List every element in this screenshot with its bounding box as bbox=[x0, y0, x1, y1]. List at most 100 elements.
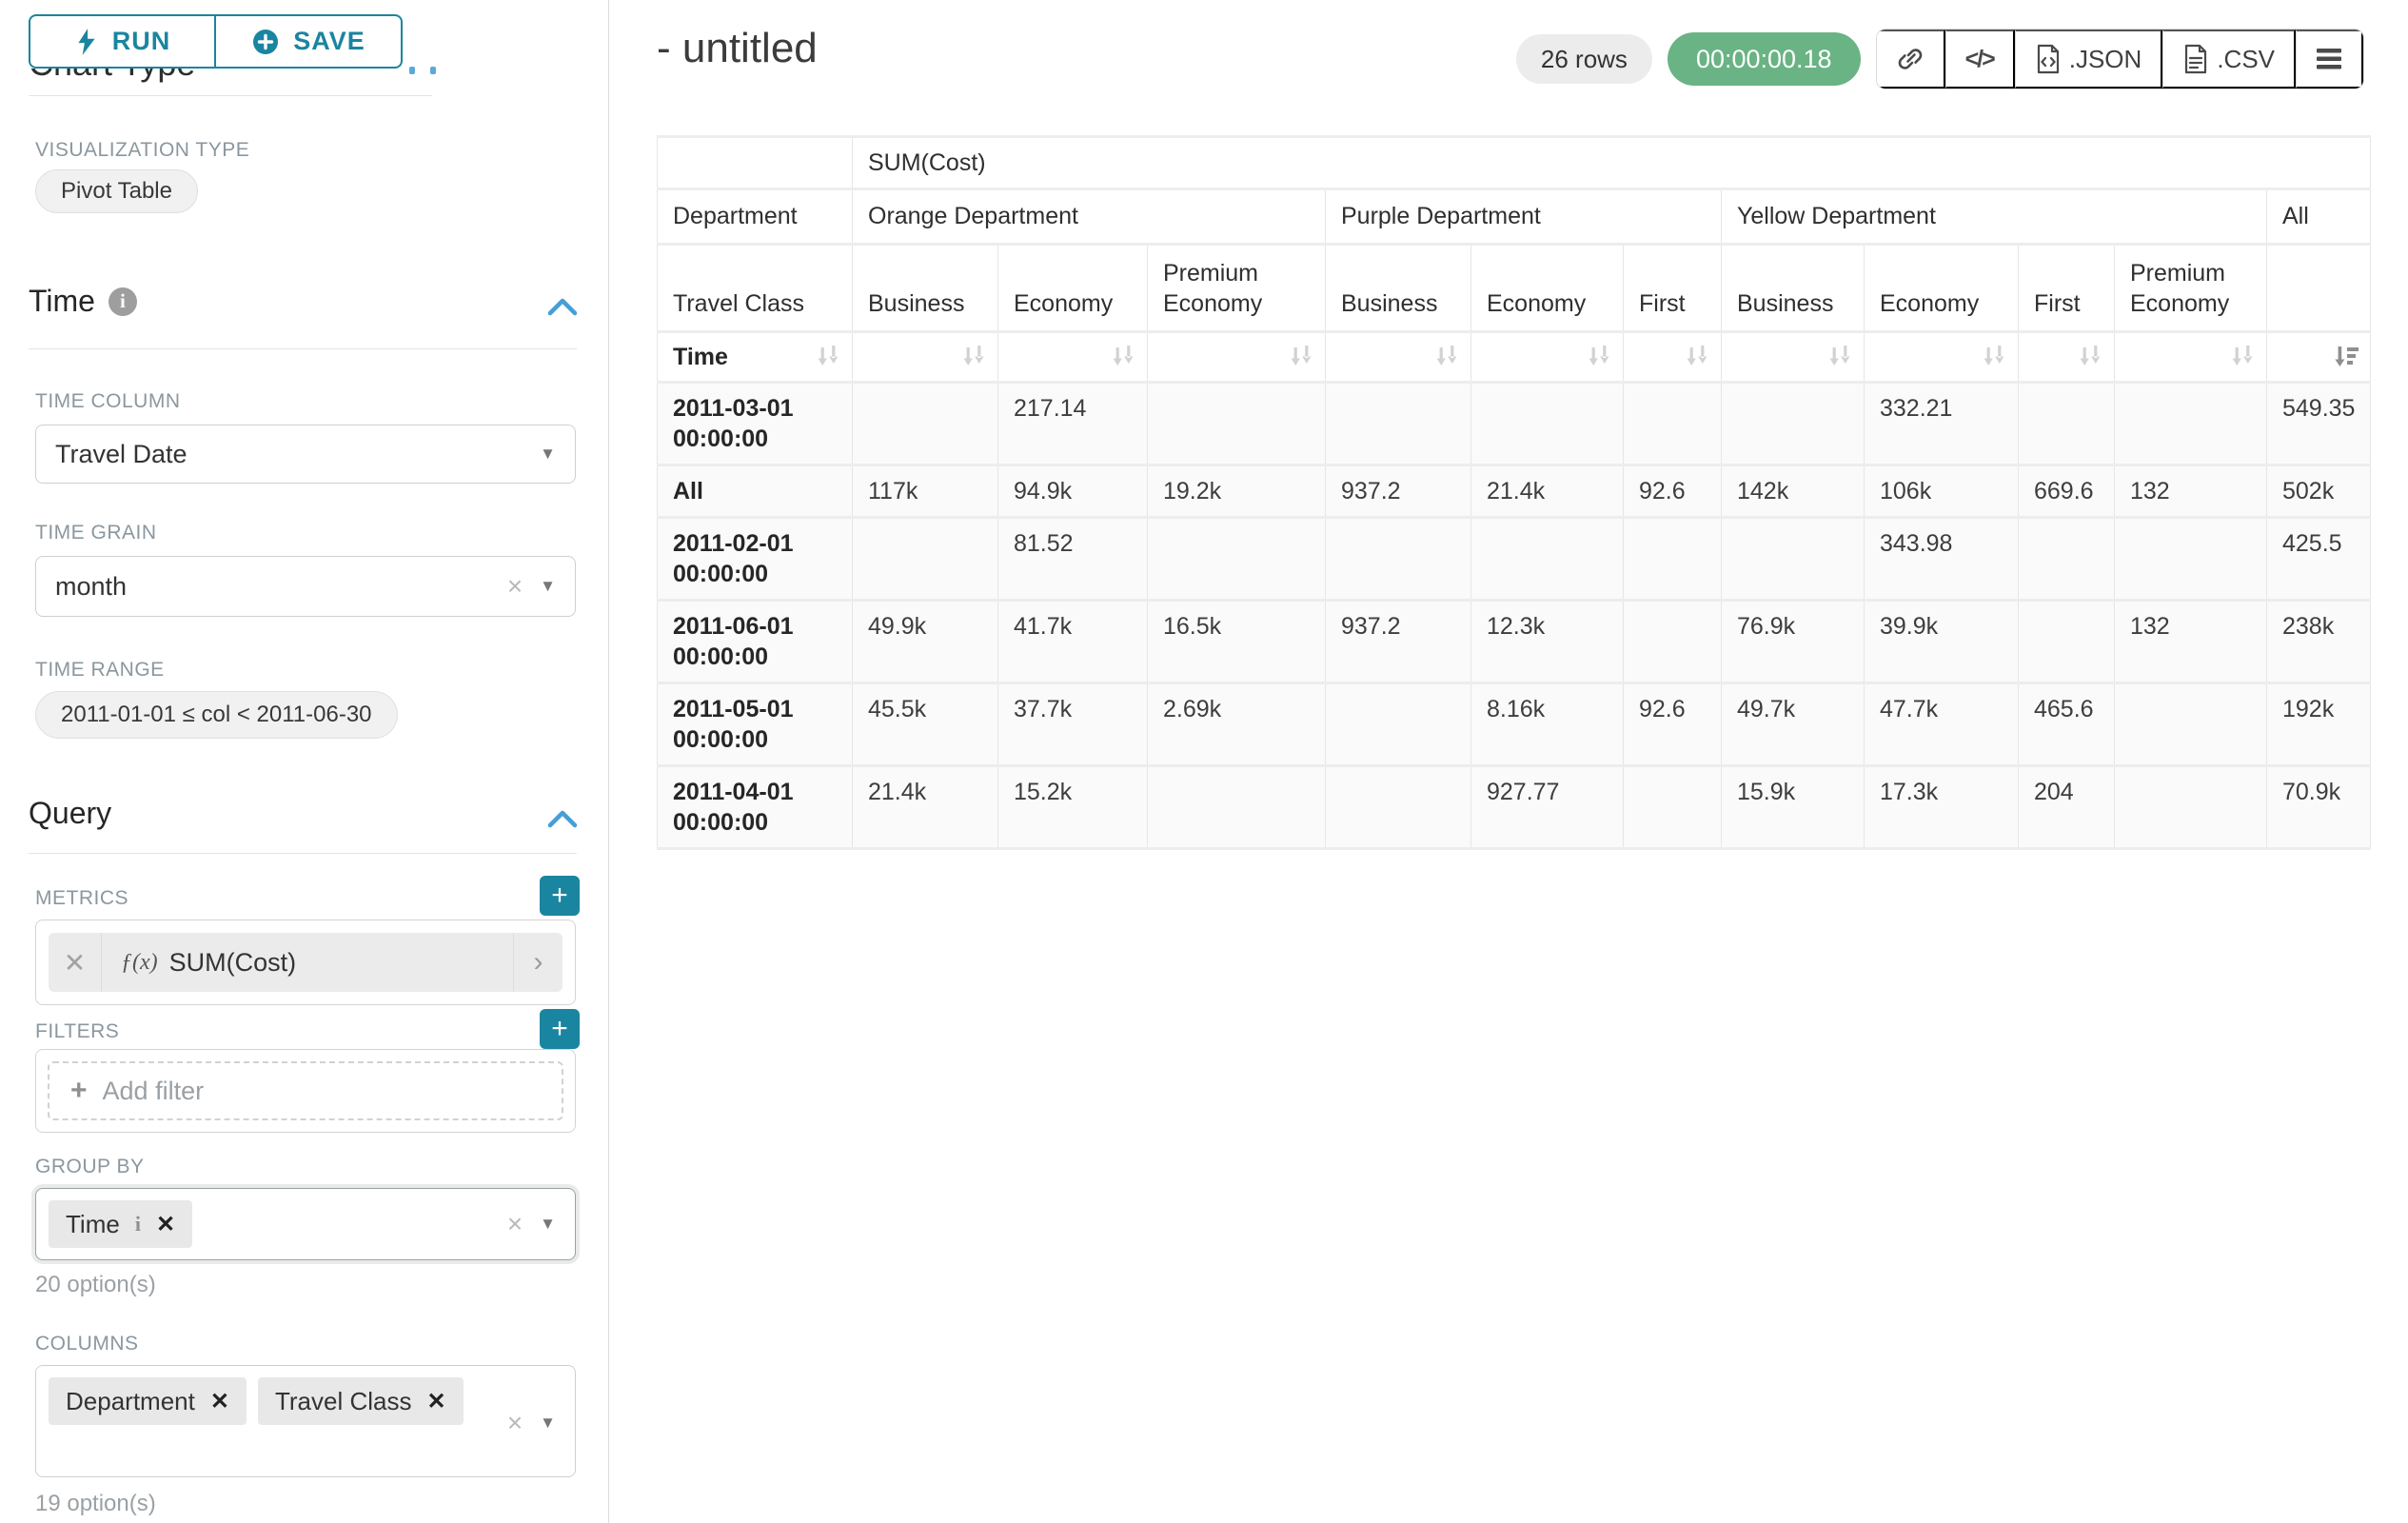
sort-icon[interactable] bbox=[1980, 343, 2008, 371]
sort-wrap bbox=[2282, 343, 2360, 371]
value-cell: 343.98 bbox=[1864, 516, 2019, 601]
chevron-up-icon[interactable] bbox=[547, 297, 578, 316]
value-cell bbox=[1325, 381, 1471, 465]
sort-icon[interactable] bbox=[2076, 343, 2104, 371]
chevron-up-icon[interactable] bbox=[409, 67, 415, 74]
column-sort-cell[interactable] bbox=[1864, 330, 2019, 383]
travel-class-header: Business bbox=[852, 243, 998, 332]
selected-option-tag[interactable]: Travel Class ✕ bbox=[257, 1377, 464, 1425]
export-json-button[interactable]: .JSON bbox=[2014, 30, 2163, 89]
value-cell: 16.5k bbox=[1147, 599, 1326, 683]
time-range-label: TIME RANGE bbox=[35, 659, 165, 681]
sort-icon[interactable] bbox=[1585, 343, 1613, 371]
column-sort-cell[interactable] bbox=[1721, 330, 1865, 383]
tag-label: Travel Class bbox=[274, 1386, 412, 1415]
add-metric-button[interactable]: + bbox=[540, 876, 580, 916]
columns-tag-row: Department ✕ Travel Class ✕ bbox=[49, 1377, 490, 1425]
time-range-pill[interactable]: 2011-01-01 ≤ col < 2011-06-30 bbox=[35, 691, 398, 739]
remove-tag-icon[interactable]: ✕ bbox=[426, 1388, 446, 1414]
sort-desc-icon[interactable] bbox=[2332, 343, 2360, 371]
column-sort-cell[interactable] bbox=[2265, 330, 2372, 383]
value-cell: 549.35 bbox=[2265, 381, 2372, 465]
visualization-type-label: VISUALIZATION TYPE bbox=[35, 139, 250, 161]
selected-option-tag[interactable]: Department ✕ bbox=[49, 1377, 247, 1425]
column-sort-cell[interactable] bbox=[1325, 330, 1471, 383]
add-filter-button[interactable]: + Add filter bbox=[48, 1061, 563, 1120]
value-cell bbox=[1147, 381, 1326, 465]
add-filter-plus-button[interactable]: + bbox=[540, 1009, 580, 1049]
column-sort-cell[interactable] bbox=[1470, 330, 1624, 383]
sort-icon[interactable] bbox=[2228, 343, 2257, 371]
view-query-button[interactable]: </> bbox=[1944, 30, 2015, 89]
save-button[interactable]: SAVE bbox=[214, 14, 403, 69]
visualization-type-pill[interactable]: Pivot Table bbox=[35, 169, 198, 213]
metrics-box: ✕ ƒ(x) SUM(Cost) › bbox=[35, 920, 576, 1005]
divider bbox=[29, 348, 577, 349]
column-sort-cell[interactable] bbox=[997, 330, 1148, 383]
column-sort-cell[interactable] bbox=[1623, 330, 1722, 383]
sort-icon[interactable] bbox=[1683, 343, 1711, 371]
time-grain-select[interactable]: month × ▼ bbox=[35, 556, 576, 617]
sort-icon[interactable] bbox=[1109, 343, 1137, 371]
value-cell: 94.9k bbox=[997, 464, 1148, 518]
column-sort-cell[interactable] bbox=[2114, 330, 2267, 383]
export-csv-button[interactable]: .CSV bbox=[2162, 30, 2296, 89]
sort-row: Time bbox=[657, 330, 2372, 383]
metric-header-row: SUM(Cost) bbox=[657, 135, 2372, 189]
column-sort-cell[interactable] bbox=[1147, 330, 1326, 383]
caret-down-icon[interactable]: ▼ bbox=[540, 1414, 556, 1432]
sort-wrap bbox=[2034, 343, 2104, 371]
chevron-up-icon[interactable] bbox=[547, 809, 578, 828]
clear-icon[interactable]: × bbox=[506, 1209, 523, 1238]
value-cell: 937.2 bbox=[1325, 599, 1471, 683]
file-text-icon bbox=[2185, 44, 2207, 74]
caret-down-icon[interactable]: ▼ bbox=[540, 1215, 556, 1233]
time-label: Time bbox=[673, 343, 728, 370]
query-section-header[interactable]: Query bbox=[29, 796, 112, 830]
metric-pill[interactable]: ✕ ƒ(x) SUM(Cost) › bbox=[49, 933, 563, 992]
department-group-header: Orange Department bbox=[852, 188, 1326, 245]
column-sort-cell[interactable] bbox=[2018, 330, 2115, 383]
share-link-button[interactable] bbox=[1876, 30, 1945, 89]
travel-class-header: Business bbox=[1721, 243, 1865, 332]
value-cell: 425.5 bbox=[2265, 516, 2372, 601]
chevron-up-icon[interactable] bbox=[430, 67, 436, 74]
row-header-cell: 2011-04-01 00:00:00 bbox=[657, 764, 853, 850]
travel-class-header: Economy bbox=[1864, 243, 2019, 332]
divider bbox=[29, 95, 432, 96]
sort-icon[interactable] bbox=[814, 343, 842, 371]
row-header-cell: 2011-05-01 00:00:00 bbox=[657, 682, 853, 766]
menu-button[interactable] bbox=[2296, 30, 2363, 89]
travel-class-header: Economy bbox=[997, 243, 1148, 332]
remove-tag-icon[interactable]: ✕ bbox=[209, 1388, 229, 1414]
selected-option-tag[interactable]: Time i ✕ bbox=[49, 1200, 193, 1248]
chevron-right-icon[interactable]: › bbox=[513, 933, 563, 992]
time-sort-cell[interactable]: Time bbox=[657, 330, 853, 383]
travel-class-header bbox=[2265, 243, 2372, 332]
sort-icon[interactable] bbox=[959, 343, 988, 371]
time-column-select[interactable]: Travel Date ▼ bbox=[35, 425, 576, 484]
value-cell: 502k bbox=[2265, 464, 2372, 518]
pivot-table-container: SUM(Cost) Department Orange Department Purp… bbox=[657, 135, 2372, 850]
clear-icon[interactable]: × bbox=[506, 571, 523, 601]
run-button[interactable]: RUN bbox=[29, 14, 216, 69]
group-by-select[interactable]: Time i ✕ × ▼ bbox=[35, 1188, 576, 1260]
columns-options-hint: 19 option(s) bbox=[35, 1491, 156, 1516]
value-cell: 132 bbox=[2114, 599, 2267, 683]
columns-select[interactable]: Department ✕ Travel Class ✕ × ▼ bbox=[35, 1365, 576, 1477]
clear-icon[interactable]: × bbox=[506, 1408, 523, 1437]
value-cell: 465.6 bbox=[2018, 682, 2115, 766]
sort-icon[interactable] bbox=[1826, 343, 1854, 371]
value-cell: 19.2k bbox=[1147, 464, 1326, 518]
value-cell bbox=[1623, 381, 1722, 465]
export-button-group: </> .JSON .CSV bbox=[1875, 29, 2364, 89]
column-sort-cell[interactable] bbox=[852, 330, 998, 383]
remove-metric-icon[interactable]: ✕ bbox=[49, 933, 102, 992]
time-section-header[interactable]: Time i bbox=[29, 284, 137, 319]
value-cell: 217.14 bbox=[997, 381, 1148, 465]
remove-tag-icon[interactable]: ✕ bbox=[155, 1211, 176, 1237]
sort-icon[interactable] bbox=[1432, 343, 1461, 371]
sort-icon[interactable] bbox=[1287, 343, 1315, 371]
sort-wrap bbox=[868, 343, 988, 371]
table-row: 2011-05-01 00:00:00 45.5k 37.7k 2.69k 8.16k 9… bbox=[657, 682, 2372, 766]
